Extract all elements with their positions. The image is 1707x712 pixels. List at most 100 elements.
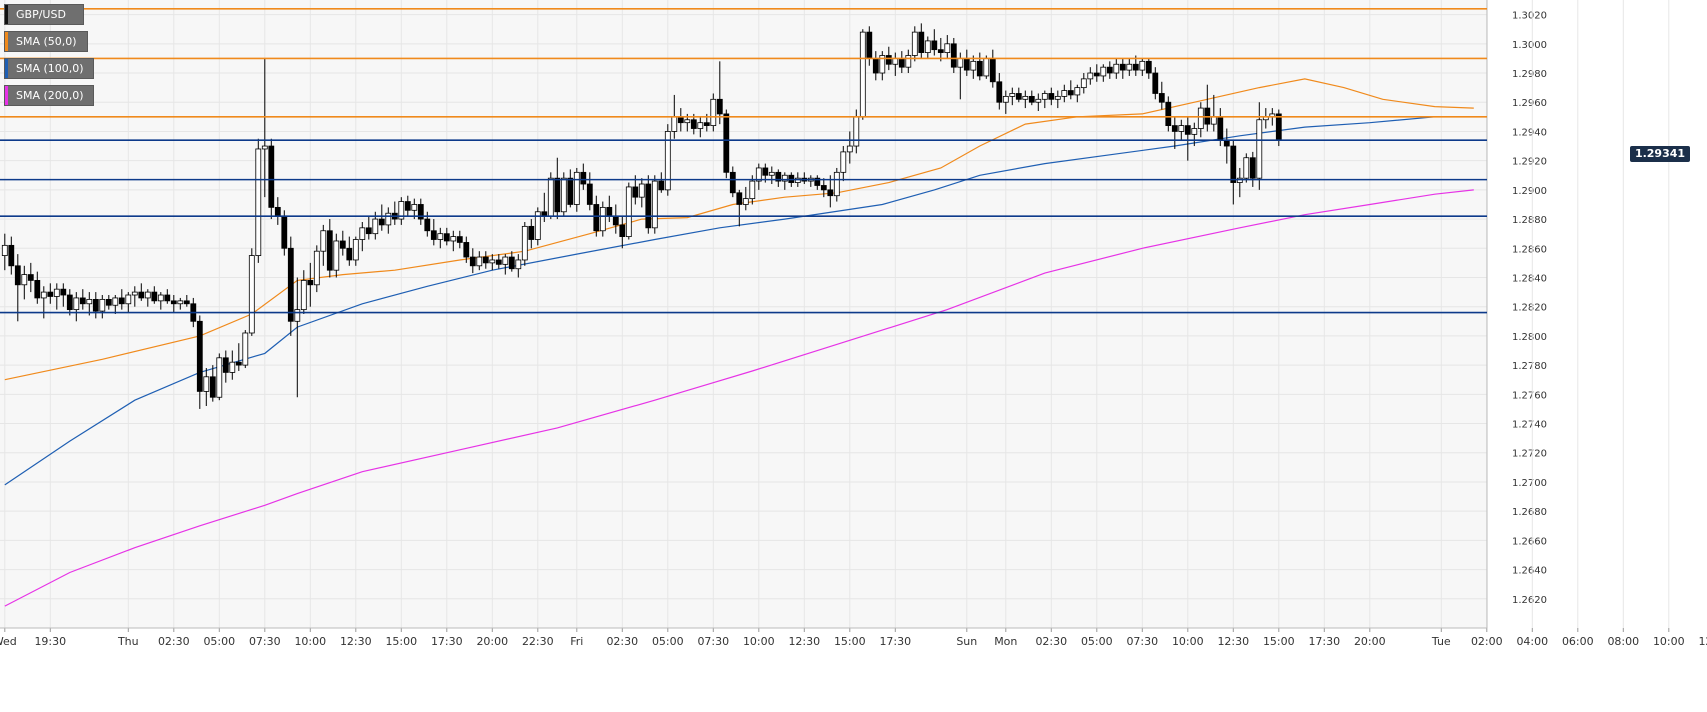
candle-body (1061, 90, 1068, 97)
x-tick-label: 02:30 (158, 635, 190, 648)
candle-body (508, 256, 515, 270)
candle-body (859, 31, 866, 118)
y-tick-label: 1.2620 (1512, 595, 1547, 606)
sma100-swatch (5, 59, 8, 78)
candle-body (671, 116, 678, 132)
candle-body (417, 204, 424, 220)
x-tick-label: 08:00 (1607, 635, 1639, 648)
candle-body (710, 98, 717, 127)
legend-item-sma100[interactable]: SMA (100,0) (4, 58, 94, 79)
candle-body (833, 171, 840, 197)
candle-body (814, 177, 821, 186)
candle-body (1243, 157, 1250, 179)
y-tick-label: 1.2660 (1512, 536, 1547, 547)
candle-body (937, 49, 944, 53)
candle-body (1009, 93, 1016, 97)
candle-body (144, 291, 151, 299)
candle-body (1249, 157, 1256, 179)
candle-body (307, 280, 314, 286)
candle-body (534, 211, 541, 240)
x-tick-label: 10:00 (1653, 635, 1685, 648)
candle-body (495, 259, 502, 265)
x-tick-label: 15:00 (385, 635, 417, 648)
candle-body (482, 256, 489, 264)
legend-item-sma50[interactable]: SMA (50,0) (4, 31, 88, 52)
candle-body (677, 116, 684, 124)
candle-body (47, 291, 54, 297)
candle-body (105, 298, 112, 306)
candle-body (554, 177, 561, 213)
candle-body (547, 177, 554, 217)
y-tick-label: 1.2860 (1512, 244, 1547, 255)
legend-item-symbol[interactable]: GBP/USD (4, 4, 84, 25)
candle-body (157, 294, 164, 302)
candle-body (645, 183, 652, 229)
candle-body (443, 233, 450, 242)
candle-body (437, 233, 444, 240)
candle-body (911, 31, 918, 56)
candle-body (593, 204, 600, 232)
y-tick-label: 1.2680 (1512, 507, 1547, 518)
x-tick-label: Tue (1431, 635, 1451, 648)
legend-label-sma200: SMA (200,0) (16, 89, 84, 102)
x-tick-label: 12:30 (1217, 635, 1249, 648)
candle-body (1119, 63, 1126, 71)
y-tick-label: 1.2900 (1512, 186, 1547, 197)
y-tick-label: 1.2820 (1512, 303, 1547, 314)
candle-body (658, 180, 665, 191)
candle-body (378, 218, 385, 226)
candle-body (1041, 93, 1048, 100)
candle-body (1126, 63, 1133, 71)
legend-label-symbol: GBP/USD (16, 8, 66, 21)
candle-body (1054, 95, 1061, 100)
y-tick-label: 1.2980 (1512, 69, 1547, 80)
candle-body (1217, 116, 1224, 141)
candle-body (177, 300, 184, 305)
x-tick-label: 10:00 (743, 635, 775, 648)
y-tick-label: 1.2740 (1512, 420, 1547, 431)
legend: GBP/USD SMA (50,0) SMA (100,0) SMA (200,… (4, 4, 94, 112)
candle-body (1028, 95, 1035, 103)
candle-body (1132, 63, 1139, 71)
candle-body (612, 215, 619, 226)
candle-body (502, 256, 509, 265)
candle-body (268, 145, 275, 208)
y-tick-label: 1.2640 (1512, 566, 1547, 577)
candle-body (573, 171, 580, 205)
candle-body (1093, 72, 1100, 77)
legend-item-sma200[interactable]: SMA (200,0) (4, 85, 94, 106)
candle-body (21, 274, 28, 286)
candle-body (1145, 60, 1152, 74)
candle-body (411, 204, 418, 211)
candle-body (827, 189, 834, 197)
y-tick-label: 1.2940 (1512, 127, 1547, 138)
candle-body (86, 298, 93, 305)
candle-body (996, 81, 1003, 103)
sma50-swatch (5, 32, 8, 51)
candle-body (359, 227, 366, 240)
plot-area (0, 0, 1487, 628)
candle-body (463, 242, 470, 258)
candle-body (398, 201, 405, 220)
candle-body (320, 230, 327, 252)
candle-body (1087, 72, 1094, 80)
candle-body (99, 298, 106, 312)
y-tick-label: 1.2780 (1512, 361, 1547, 372)
x-tick-label: 07:30 (1126, 635, 1158, 648)
candle-body (749, 180, 756, 200)
x-tick-label: Mon (994, 635, 1017, 648)
candle-body (684, 119, 691, 124)
candle-body (1184, 125, 1191, 135)
candle-body (313, 250, 320, 286)
candle-body (1158, 93, 1165, 103)
candle-body (352, 239, 359, 261)
candle-body (879, 55, 886, 74)
candle-body (1002, 95, 1009, 103)
x-tick-label: 07:30 (697, 635, 729, 648)
candle-body (853, 116, 860, 147)
candle-body (385, 212, 392, 226)
candle-body (164, 294, 171, 302)
sma200-swatch (5, 86, 8, 105)
